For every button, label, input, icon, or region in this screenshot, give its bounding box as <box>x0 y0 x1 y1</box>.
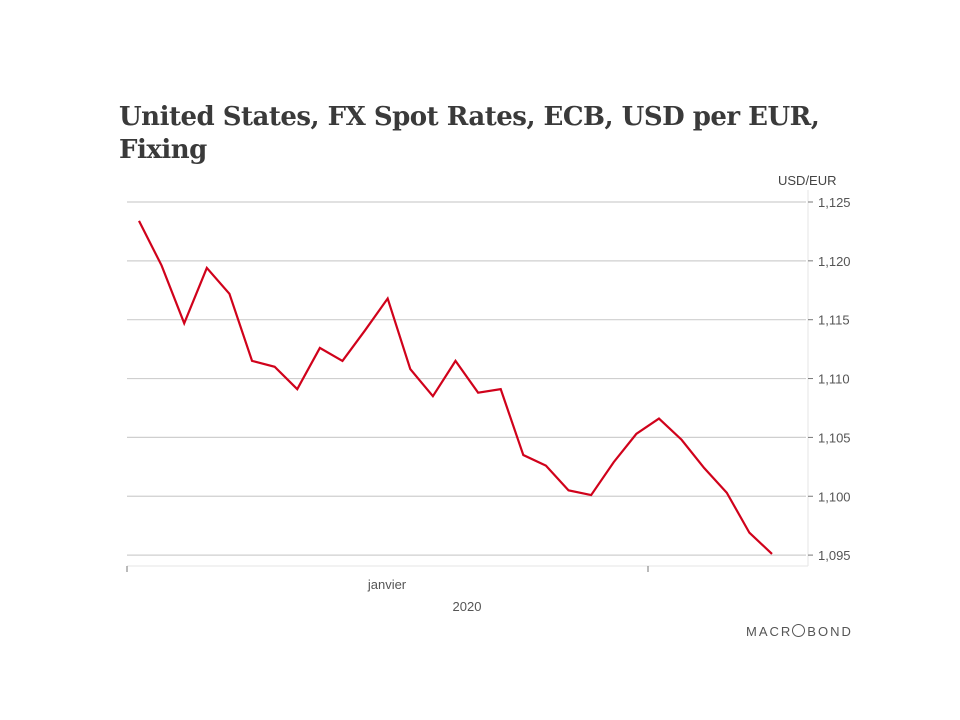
y-tick-label: 1,095 <box>818 548 851 563</box>
y-tick-label: 1,125 <box>818 195 851 210</box>
brand-text-left: MACR <box>746 624 793 639</box>
y-tick-label: 1,110 <box>818 372 850 387</box>
y-tick-label: 1,105 <box>818 430 851 445</box>
y-axis: 1,125 1,120 1,115 1,110 1,105 1,100 1,095 <box>807 190 851 566</box>
macrobond-logo: MACR BOND <box>746 624 853 639</box>
y-tick-label: 1,100 <box>818 489 851 504</box>
brand-text-right: BOND <box>807 624 853 639</box>
brand-o-circle-icon <box>792 624 806 637</box>
series-layer <box>138 220 773 555</box>
chart-title: United States, FX Spot Rates, ECB, USD p… <box>119 102 820 165</box>
x-axis: janvier 2020 <box>126 565 808 614</box>
y-tick-label: 1,120 <box>818 254 851 269</box>
gridlines <box>127 201 806 556</box>
y-axis-unit-label: USD/EUR <box>778 173 837 188</box>
x-tick-label: janvier <box>367 577 407 592</box>
y-tick-label: 1,115 <box>818 313 850 328</box>
x-year-label: 2020 <box>453 599 482 614</box>
series-line <box>138 220 773 555</box>
